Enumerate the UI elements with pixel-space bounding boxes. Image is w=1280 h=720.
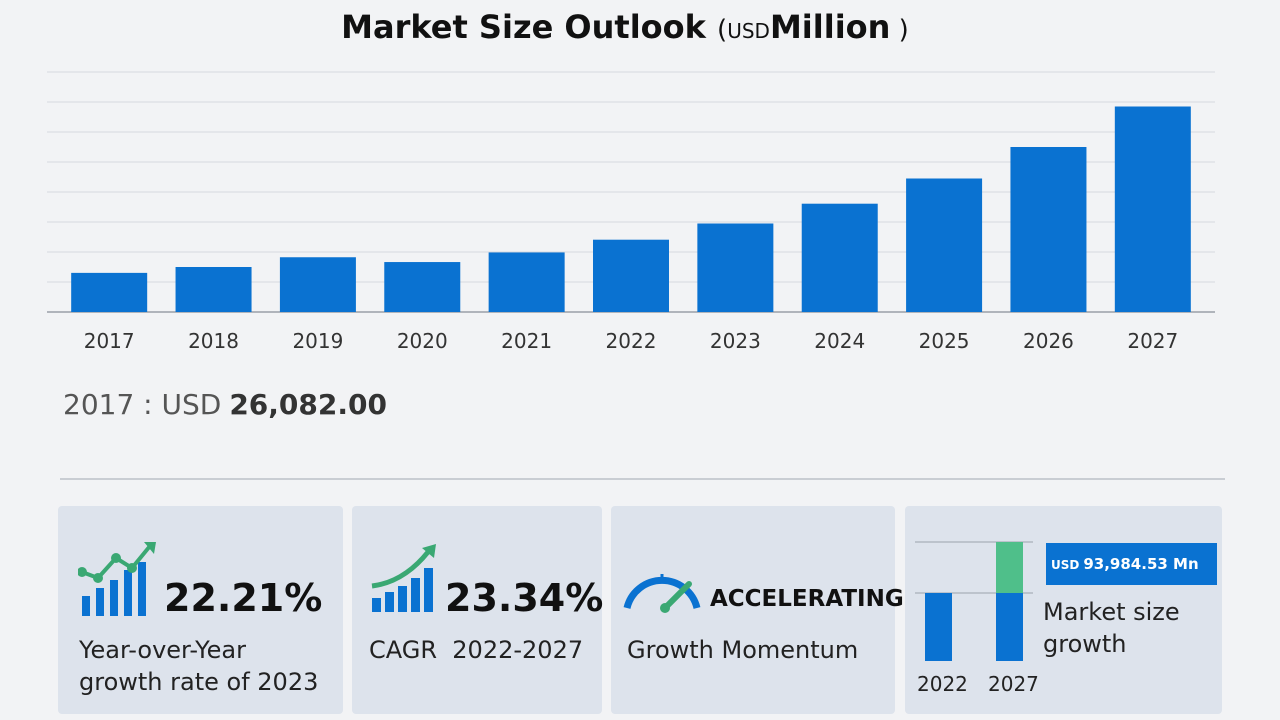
mini-growth-chart bbox=[915, 541, 1033, 661]
cagr-value: 23.34% bbox=[445, 576, 604, 620]
first-value: 26,082.00 bbox=[229, 388, 387, 421]
bar-2023 bbox=[697, 223, 774, 312]
market-size-bar-chart: 2017 2018 2019 2020 2021 2022 2023 2024 2025 2026… bbox=[47, 71, 1215, 353]
growth-caption: Market size growth bbox=[1043, 596, 1180, 660]
momentum-caption: Growth Momentum bbox=[627, 636, 859, 664]
title-unit-scale: Million bbox=[769, 8, 891, 46]
bar-2017 bbox=[71, 272, 148, 312]
first-year-value: 2017 : USD 26,082.00 bbox=[63, 388, 387, 421]
x-tick-label-2021: 2021 bbox=[501, 329, 552, 353]
first-separator: : bbox=[134, 388, 162, 421]
x-tick-label-2025: 2025 bbox=[919, 329, 970, 353]
x-tick-label-2022: 2022 bbox=[606, 329, 657, 353]
x-tick-label-2023: 2023 bbox=[710, 329, 761, 353]
title-unit: (USDMillion ) bbox=[717, 8, 909, 46]
first-year: 2017 bbox=[63, 388, 135, 421]
bar-2025 bbox=[906, 178, 983, 312]
growth-chart-icon bbox=[78, 542, 156, 616]
mini-bar-2022 bbox=[925, 593, 952, 661]
yoy-caption-line2: growth rate of 2023 bbox=[79, 668, 319, 696]
bar-2026 bbox=[1010, 147, 1087, 312]
x-tick-label-2019: 2019 bbox=[292, 329, 343, 353]
x-tick-label-2024: 2024 bbox=[814, 329, 865, 353]
bar-2022 bbox=[593, 239, 669, 312]
growth-card: 2022 2027 USD 93,984.53 Mn Market size gr… bbox=[905, 506, 1222, 714]
title-unit-currency: USD bbox=[727, 19, 770, 43]
first-currency: USD bbox=[161, 388, 222, 421]
mini-growth-segment bbox=[996, 542, 1023, 593]
mini-year-end: 2027 bbox=[988, 672, 1039, 696]
rising-bars-icon bbox=[371, 544, 436, 612]
bar-2024 bbox=[801, 203, 878, 312]
bar-2021 bbox=[488, 252, 565, 312]
yoy-card: 22.21% Year-over-Year growth rate of 202… bbox=[58, 506, 343, 714]
cagr-caption: CAGR 2022-2027 bbox=[369, 636, 584, 664]
yoy-caption-line1: Year-over-Year bbox=[79, 636, 246, 664]
badge-currency: USD bbox=[1051, 558, 1080, 572]
badge-value: 93,984.53 Mn bbox=[1083, 555, 1199, 573]
growth-caption-line1: Market size bbox=[1043, 598, 1180, 626]
mini-year-start: 2022 bbox=[917, 672, 968, 696]
mini-bar-2027 bbox=[996, 593, 1023, 661]
x-tick-label-2020: 2020 bbox=[397, 329, 448, 353]
yoy-value: 22.21% bbox=[164, 576, 323, 620]
title-text: Market Size Outlook bbox=[341, 8, 706, 46]
x-tick-label-2018: 2018 bbox=[188, 329, 239, 353]
section-divider bbox=[60, 478, 1225, 480]
speedometer-icon bbox=[623, 574, 701, 613]
bar-2019 bbox=[279, 257, 356, 312]
momentum-card: ACCELERATING Growth Momentum bbox=[611, 506, 904, 714]
bar-2018 bbox=[175, 267, 252, 312]
x-tick-label-2017: 2017 bbox=[84, 329, 135, 353]
growth-caption-line2: growth bbox=[1043, 630, 1127, 658]
cagr-card: 23.34% CAGR 2022-2027 bbox=[352, 506, 604, 714]
chart-title: Market Size Outlook (USDMillion ) bbox=[0, 8, 1250, 46]
bar-2027 bbox=[1114, 106, 1191, 312]
momentum-status: ACCELERATING bbox=[710, 586, 904, 612]
x-tick-label-2026: 2026 bbox=[1023, 329, 1074, 353]
bar-2020 bbox=[384, 262, 461, 312]
x-tick-label-2027: 2027 bbox=[1127, 329, 1178, 353]
yoy-caption: Year-over-Year growth rate of 2023 bbox=[79, 634, 318, 698]
growth-badge: USD 93,984.53 Mn bbox=[1046, 543, 1217, 585]
